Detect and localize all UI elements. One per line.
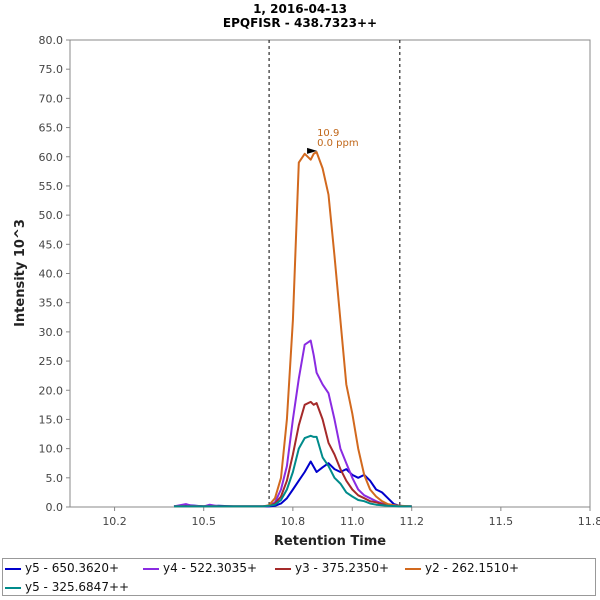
legend-label: y2 - 262.1510+: [425, 561, 520, 575]
y-axis: 0.0 5.0 10.0 15.0 20.0 25.0 30.0 35.0 40.0 45.0 50…: [39, 34, 70, 514]
y-tick-label: 45.0: [39, 238, 64, 251]
legend-swatch: [143, 567, 159, 570]
x-axis-label: Retention Time: [274, 534, 386, 549]
y-tick-label: 20.0: [39, 384, 64, 397]
series-line-3: [174, 151, 412, 508]
y-tick-label: 25.0: [39, 355, 64, 368]
y-tick-label: 75.0: [39, 63, 64, 76]
peak-annotation: 10.9 0.0 ppm: [307, 128, 359, 154]
legend-swatch: [275, 567, 291, 570]
legend-item-4: y5 - 325.6847++: [5, 578, 129, 596]
legend-item-2: y3 - 375.2350+: [275, 559, 389, 577]
legend-swatch: [5, 586, 21, 589]
x-tick-label: 10.5: [191, 515, 216, 528]
y-axis-label: Intensity 10^3: [13, 219, 28, 327]
legend-swatch: [405, 567, 421, 570]
x-tick-label: 11.8: [578, 515, 600, 528]
legend-label: y3 - 375.2350+: [295, 561, 390, 575]
y-tick-label: 15.0: [39, 413, 64, 426]
y-tick-label: 0.0: [46, 501, 64, 514]
peak-rt-label: 10.9: [317, 128, 339, 139]
y-tick-label: 10.0: [39, 443, 64, 456]
legend-label: y5 - 325.6847++: [25, 580, 130, 594]
legend-swatch: [5, 567, 21, 570]
peak-marker-icon: [307, 147, 318, 154]
x-tick-label: 10.2: [102, 515, 127, 528]
chart-subtitle: EPQFISR - 438.7323++: [223, 16, 377, 30]
chart-title: 1, 2016-04-13: [253, 2, 347, 16]
y-tick-label: 40.0: [39, 268, 64, 281]
y-tick-label: 5.0: [46, 472, 64, 485]
legend: y5 - 650.3620+ y4 - 522.3035+ y3 - 375.235…: [2, 558, 596, 596]
y-tick-label: 60.0: [39, 151, 64, 164]
y-tick-label: 35.0: [39, 297, 64, 310]
x-tick-label: 10.8: [281, 515, 306, 528]
peak-ppm-label: 0.0 ppm: [317, 138, 359, 149]
x-tick-label: 11.0: [340, 515, 365, 528]
y-tick-label: 80.0: [39, 34, 64, 47]
legend-item-3: y2 - 262.1510+: [405, 559, 519, 577]
y-tick-label: 65.0: [39, 122, 64, 135]
legend-label: y4 - 522.3035+: [163, 561, 258, 575]
y-tick-label: 70.0: [39, 92, 64, 105]
y-tick-label: 55.0: [39, 180, 64, 193]
y-tick-label: 30.0: [39, 326, 64, 339]
legend-item-1: y4 - 522.3035+: [143, 559, 257, 577]
y-tick-label: 50.0: [39, 209, 64, 222]
legend-label: y5 - 650.3620+: [25, 561, 120, 575]
plot-area: [69, 39, 591, 508]
x-axis: 10.2 10.5 10.8 11.0 11.2 11.5 11.8: [102, 507, 600, 528]
x-tick-label: 11.2: [399, 515, 424, 528]
legend-item-0: y5 - 650.3620+: [5, 559, 119, 577]
x-tick-label: 11.5: [489, 515, 514, 528]
series-layer: [173, 151, 412, 508]
series-line-4: [174, 434, 412, 508]
